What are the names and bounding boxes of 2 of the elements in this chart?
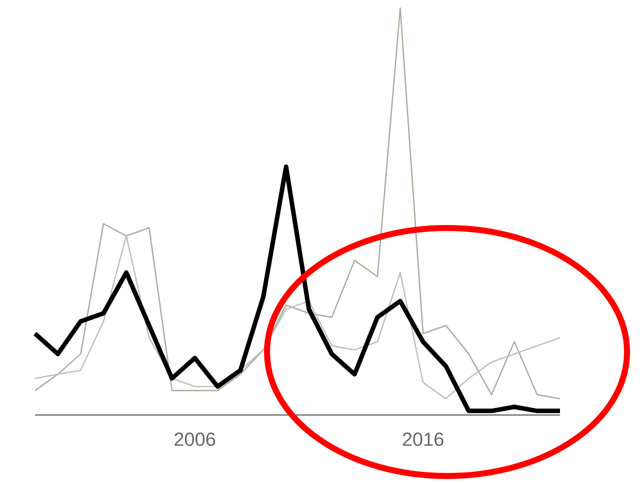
x-tick-label: 2006 [174,432,216,446]
x-tick-label: 2016 [402,432,444,446]
